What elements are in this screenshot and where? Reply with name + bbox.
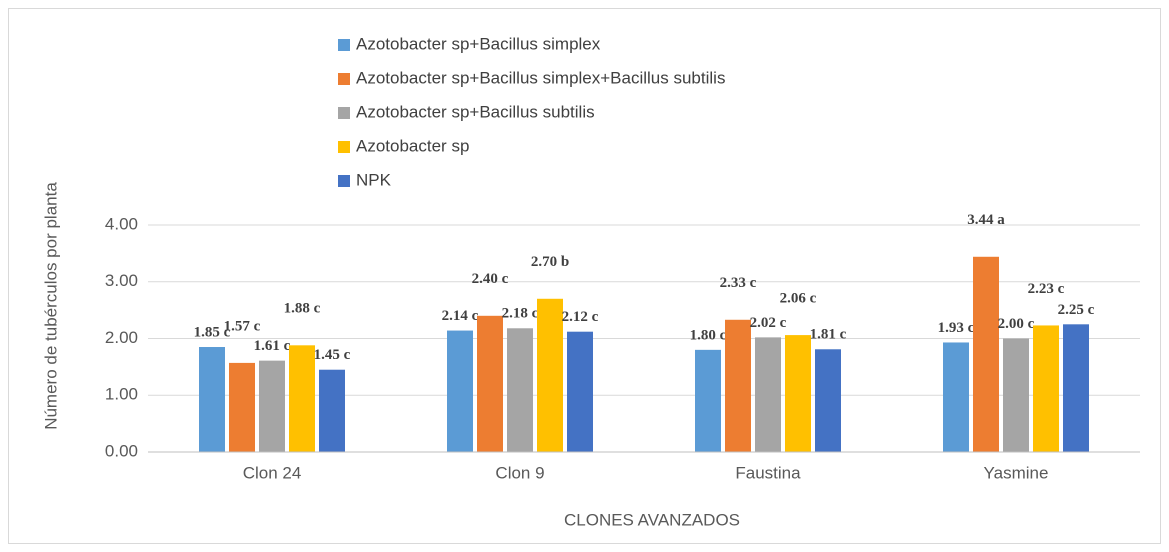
x-axis-title: CLONES AVANZADOS	[564, 510, 740, 529]
y-tick-label: 3.00	[105, 271, 138, 290]
data-label: 2.25 c	[1058, 302, 1095, 318]
bar	[289, 345, 315, 452]
data-label: 1.81 c	[810, 327, 847, 343]
data-label: 1.93 c	[938, 320, 975, 336]
bar	[815, 349, 841, 452]
data-label: 1.80 c	[690, 327, 727, 343]
data-label: 2.70 b	[531, 254, 569, 270]
bar	[1063, 324, 1089, 452]
data-label: 2.06 c	[780, 291, 817, 307]
bar	[1003, 338, 1029, 452]
bar	[943, 342, 969, 452]
legend-swatch	[338, 107, 350, 119]
bar	[229, 362, 255, 452]
y-axis-title: Número de tubérculos por planta	[41, 182, 60, 430]
legend-label: Azotobacter sp	[356, 136, 469, 155]
x-tick-label: Clon 24	[243, 463, 302, 482]
legend-swatch	[338, 141, 350, 153]
data-label: 1.57 c	[224, 318, 261, 334]
legend-swatch	[338, 39, 350, 51]
legend-label: Azotobacter sp+Bacillus simplex	[356, 34, 601, 53]
y-tick-label: 4.00	[105, 214, 138, 233]
data-label: 2.12 c	[562, 309, 599, 325]
data-label: 2.18 c	[502, 306, 539, 322]
data-label: 1.85 c	[194, 324, 231, 340]
bar	[755, 337, 781, 452]
data-label: 2.33 c	[720, 275, 757, 291]
data-label: 1.45 c	[314, 347, 351, 363]
bar	[319, 369, 345, 452]
legend-swatch	[338, 73, 350, 85]
bar	[259, 360, 285, 452]
bar	[199, 347, 225, 452]
bar	[1033, 325, 1059, 452]
data-label: 2.40 c	[472, 271, 509, 287]
data-label: 2.00 c	[998, 316, 1035, 332]
data-label: 2.02 c	[750, 315, 787, 331]
legend-label: NPK	[356, 170, 392, 189]
legend-swatch	[338, 175, 350, 187]
x-tick-label: Clon 9	[495, 463, 544, 482]
bar	[695, 349, 721, 452]
data-label: 3.44 a	[967, 212, 1005, 228]
bar	[567, 331, 593, 452]
chart-border	[8, 8, 1161, 544]
bar	[725, 319, 751, 452]
data-label: 2.23 c	[1028, 281, 1065, 297]
bar	[507, 328, 533, 452]
y-tick-label: 1.00	[105, 385, 138, 404]
bar	[477, 315, 503, 452]
y-tick-label: 0.00	[105, 441, 138, 460]
y-tick-label: 2.00	[105, 328, 138, 347]
data-label: 1.61 c	[254, 338, 291, 354]
data-label: 1.88 c	[284, 301, 321, 317]
bar	[447, 330, 473, 452]
bar	[785, 335, 811, 452]
data-label: 2.14 c	[442, 308, 479, 324]
bar	[973, 256, 999, 452]
legend-label: Azotobacter sp+Bacillus simplex+Bacillus…	[356, 68, 725, 87]
legend-label: Azotobacter sp+Bacillus subtilis	[356, 102, 595, 121]
x-tick-label: Faustina	[735, 463, 801, 482]
x-tick-label: Yasmine	[984, 463, 1049, 482]
bar	[537, 298, 563, 452]
